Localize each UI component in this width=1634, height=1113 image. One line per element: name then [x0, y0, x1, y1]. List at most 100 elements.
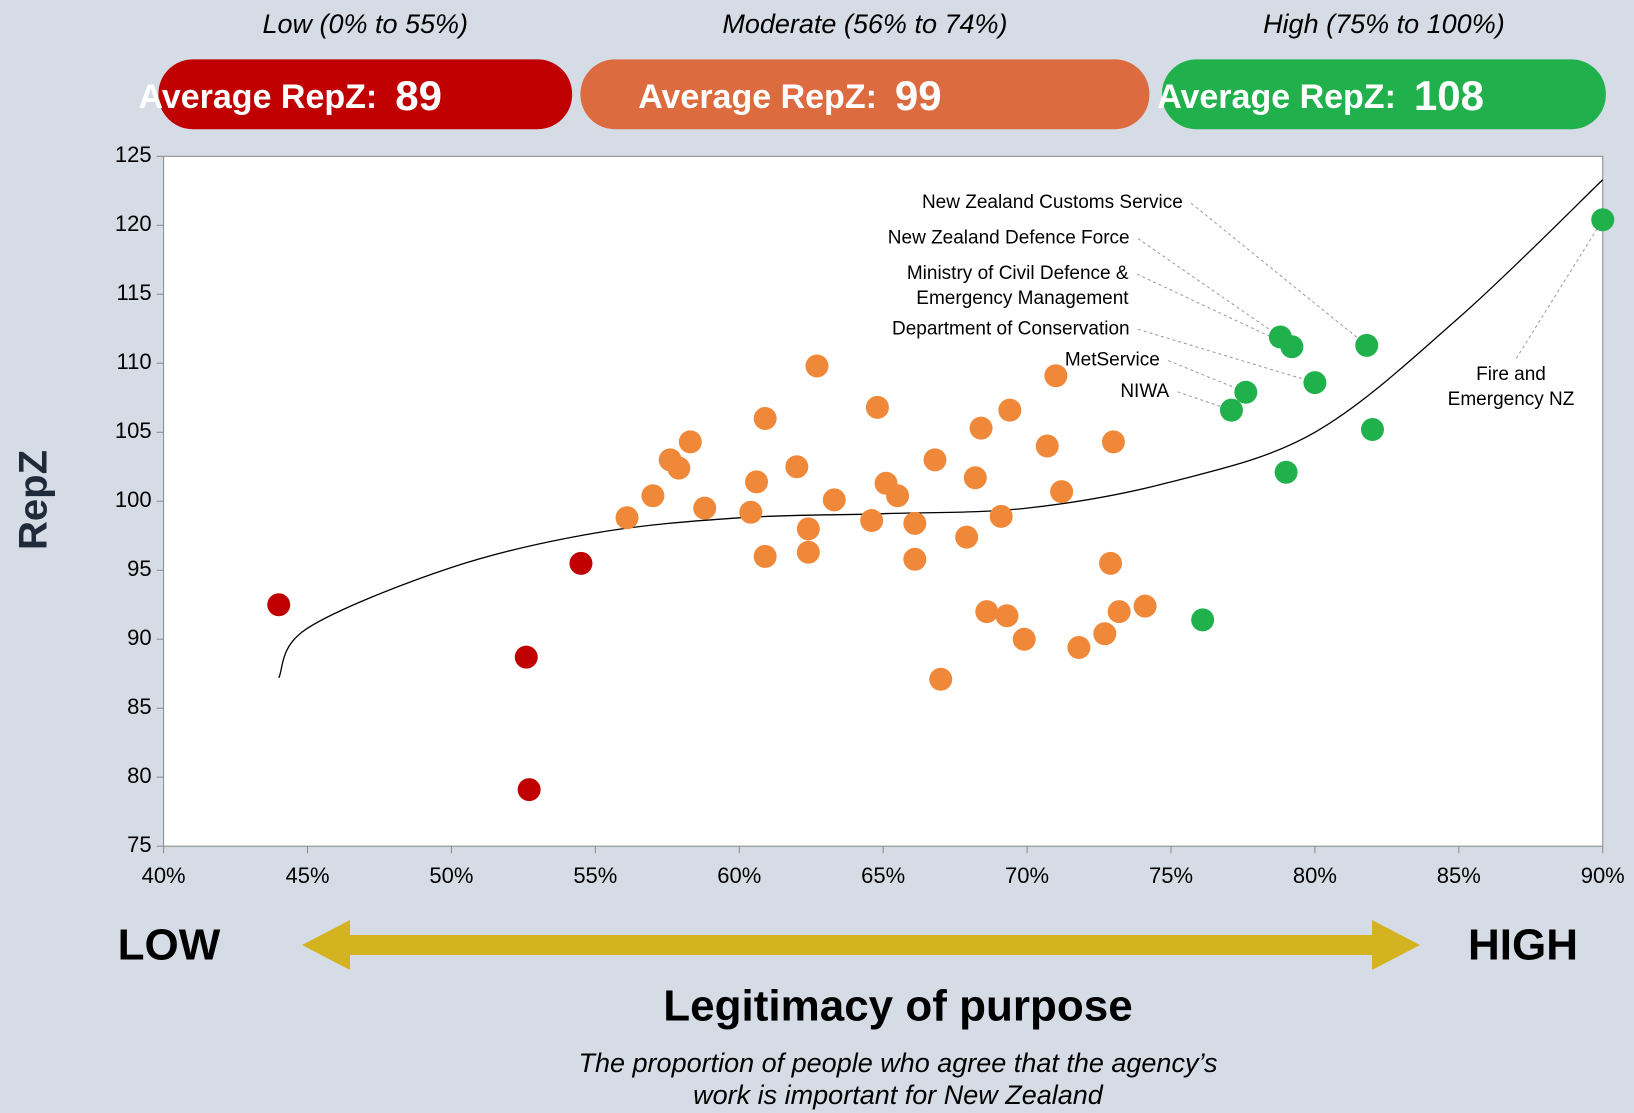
data-point — [1234, 380, 1258, 404]
average-badge — [1161, 59, 1606, 130]
y-tick-label: 100 — [115, 487, 152, 512]
data-point — [903, 547, 927, 571]
data-point — [1219, 398, 1243, 422]
annotation-text: New Zealand Customs Service — [922, 192, 1183, 213]
x-tick-label: 65% — [861, 863, 905, 888]
x-tick-label: 85% — [1437, 863, 1481, 888]
data-point — [267, 593, 291, 617]
data-point — [998, 398, 1022, 422]
data-point — [1035, 434, 1059, 458]
data-point — [1191, 608, 1215, 632]
y-tick-label: 125 — [115, 142, 152, 167]
data-point — [753, 406, 777, 430]
group-label: High (75% to 100%) — [1263, 9, 1505, 39]
data-point — [785, 455, 809, 479]
average-label: Average RepZ: — [638, 78, 877, 116]
y-tick-label: 90 — [127, 625, 151, 650]
data-point — [641, 484, 665, 508]
x-tick-label: 40% — [142, 863, 186, 888]
data-point — [1360, 418, 1384, 442]
y-tick-label: 115 — [117, 280, 152, 305]
y-tick-label: 80 — [127, 763, 151, 788]
y-axis-label: RepZ — [12, 450, 56, 550]
annotation-text: Emergency NZ — [1448, 389, 1575, 410]
plot-area — [163, 155, 1604, 847]
data-point — [963, 466, 987, 490]
leader-line — [1136, 273, 1293, 348]
data-point — [1591, 208, 1615, 232]
x-tick-label: 90% — [1581, 863, 1625, 888]
data-point — [615, 506, 639, 530]
data-point — [1093, 622, 1117, 646]
data-point — [1133, 594, 1157, 618]
data-point — [995, 604, 1019, 628]
x-tick-label: 80% — [1293, 863, 1337, 888]
note: The proportion of people who agree that … — [579, 1048, 1218, 1078]
y-tick-label: 75 — [127, 832, 151, 857]
data-point — [753, 544, 777, 568]
annotation-text: New Zealand Defence Force — [888, 228, 1130, 249]
average-label: Average RepZ: — [1157, 78, 1396, 116]
y-tick-label: 85 — [127, 694, 151, 719]
data-point — [1101, 430, 1125, 454]
leader-line — [1137, 238, 1281, 338]
x-axis-label: Legitimacy of purpose — [663, 982, 1132, 1031]
data-point — [955, 525, 979, 549]
x-tick-label: 75% — [1149, 863, 1193, 888]
data-point — [1099, 551, 1123, 575]
data-point — [822, 488, 846, 512]
data-point — [796, 517, 820, 541]
data-point — [969, 416, 993, 440]
average-value: 99 — [895, 72, 942, 119]
annotation-text: MetService — [1065, 350, 1160, 371]
average-label: Average RepZ: — [139, 78, 378, 116]
x-tick-label: 55% — [573, 863, 617, 888]
data-point — [975, 600, 999, 624]
annotation-text: Ministry of Civil Defence & — [907, 263, 1129, 284]
x-tick-label: 60% — [717, 863, 761, 888]
data-point — [678, 430, 702, 454]
y-tick-label: 95 — [127, 556, 151, 581]
data-point — [865, 395, 889, 419]
scale-high: HIGH — [1468, 921, 1578, 970]
x-tick-label: 70% — [1005, 863, 1049, 888]
data-point — [1067, 635, 1091, 659]
scale-low: LOW — [118, 921, 221, 970]
annotation-text: NIWA — [1120, 381, 1169, 402]
data-point — [1280, 335, 1304, 359]
y-tick-label: 120 — [115, 211, 152, 236]
annotation-text: Department of Conservation — [892, 318, 1130, 339]
data-point — [796, 540, 820, 564]
leader-line — [1167, 360, 1247, 393]
leader-line — [1190, 202, 1368, 346]
data-point — [745, 470, 769, 494]
average-value: 108 — [1414, 72, 1484, 119]
data-point — [739, 500, 763, 524]
scale-arrow — [302, 920, 1420, 970]
annotation-text: Fire and — [1476, 364, 1546, 385]
data-point — [1050, 480, 1074, 504]
data-point — [517, 778, 541, 802]
data-point — [693, 496, 717, 520]
data-point — [886, 484, 910, 508]
data-point — [1355, 333, 1379, 357]
x-tick-label: 45% — [285, 863, 329, 888]
data-point — [929, 667, 953, 691]
note: work is important for New Zealand — [693, 1080, 1104, 1110]
data-point — [514, 645, 538, 669]
average-badge — [158, 59, 573, 130]
x-tick-label: 50% — [429, 863, 473, 888]
average-badge — [580, 59, 1150, 130]
data-point — [1107, 600, 1131, 624]
y-tick-label: 105 — [115, 418, 152, 443]
data-point — [923, 448, 947, 472]
data-point — [805, 354, 829, 378]
y-tick-label: 110 — [117, 349, 152, 374]
data-point — [989, 504, 1013, 528]
data-point — [903, 511, 927, 535]
data-point — [860, 509, 884, 533]
data-point — [569, 551, 593, 575]
group-label: Low (0% to 55%) — [262, 9, 468, 39]
data-point — [1012, 627, 1036, 651]
group-label: Moderate (56% to 74%) — [722, 9, 1007, 39]
